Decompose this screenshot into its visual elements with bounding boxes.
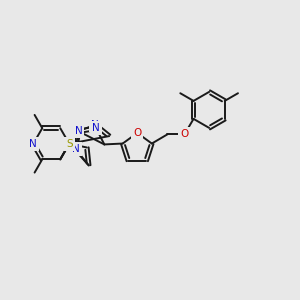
Text: N: N — [92, 123, 100, 134]
Text: O: O — [180, 129, 189, 140]
Text: N: N — [29, 139, 37, 149]
Text: N: N — [91, 120, 99, 130]
Text: N: N — [72, 144, 80, 154]
Text: N: N — [74, 126, 82, 136]
Text: S: S — [66, 139, 73, 149]
Text: O: O — [133, 128, 141, 138]
